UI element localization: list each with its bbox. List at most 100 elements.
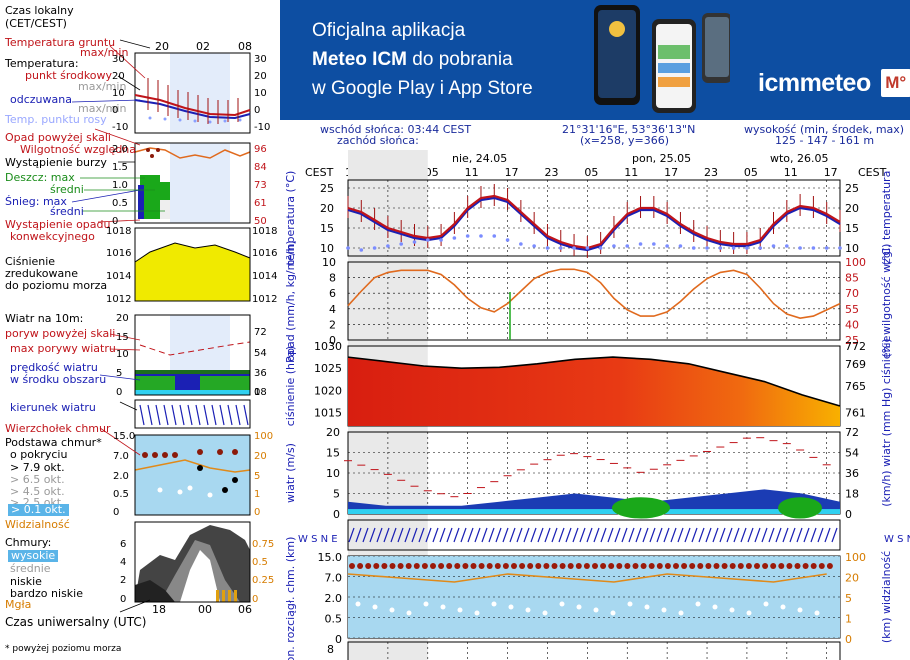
wind-axis-right-1: 54 bbox=[845, 447, 859, 460]
temp-axis-left-1: 20 bbox=[320, 202, 334, 215]
legend-axis-windl-0: 20 bbox=[116, 313, 129, 324]
cloudtop-dot-18 bbox=[494, 563, 501, 569]
legend-axis-presl-2: 1014 bbox=[106, 271, 132, 282]
wind-dir-3 bbox=[369, 527, 376, 543]
legend-kierunek: kierunek wiatru bbox=[10, 401, 96, 414]
cloudtop-dot-28 bbox=[575, 563, 582, 569]
wind-dir-10 bbox=[418, 527, 425, 543]
cloudtop-dot-13 bbox=[454, 563, 461, 569]
legend-temp-rosy: Temp. punktu rosy bbox=[5, 113, 107, 126]
dewpoint-point-14 bbox=[532, 244, 536, 248]
wind-dir-36 bbox=[600, 527, 607, 543]
legend-temp-maxmin: max/min bbox=[78, 80, 127, 93]
wind-dir-33 bbox=[579, 527, 586, 543]
temp-series-1 bbox=[347, 196, 841, 252]
cloudbase-white-14 bbox=[593, 607, 599, 613]
cloudbase-white-19 bbox=[678, 610, 684, 616]
legend-deszcz-sredni: średni bbox=[50, 183, 84, 196]
legend-t08: 08 bbox=[238, 40, 252, 53]
cloudbase-white-21 bbox=[712, 604, 718, 610]
dir-axis-left: W S N E bbox=[298, 534, 338, 545]
legend-axis-cll-3: 0 bbox=[120, 594, 127, 605]
legend-axis-tempr-1: 20 bbox=[254, 71, 267, 82]
cloudtop-dot-17 bbox=[486, 563, 493, 569]
cloudtop-dot-0 bbox=[349, 563, 355, 569]
wind-dir-44 bbox=[656, 527, 663, 543]
legend-axis-cbr-1: 20 bbox=[254, 451, 267, 462]
cloudtop-dot-53 bbox=[778, 563, 785, 569]
legend-axis-humr-3: 61 bbox=[254, 198, 267, 209]
cloudbase-white-11 bbox=[542, 610, 548, 616]
wind-dir-24 bbox=[516, 527, 523, 543]
legend-pressure-fill bbox=[134, 242, 251, 302]
panel-frame-wind bbox=[347, 431, 841, 515]
temp-axis-right-3: 10 bbox=[845, 242, 859, 255]
cloudtop-dot-57 bbox=[810, 563, 817, 569]
legend-mgla: Mgła bbox=[5, 598, 32, 611]
wind-dir-40 bbox=[628, 527, 635, 543]
legend-axis-humr-0: 96 bbox=[254, 144, 267, 155]
legend-o-pokryciu: o pokryciu bbox=[10, 448, 68, 461]
legend-axis-cbr-3: 1 bbox=[254, 489, 261, 500]
cloudtop-dot-10 bbox=[430, 563, 436, 569]
cloudbase-white-20 bbox=[695, 601, 701, 607]
precip-axis-left-0: 10 bbox=[322, 256, 336, 269]
cloudtop-dot-45 bbox=[713, 563, 720, 569]
cloudbase-white-22 bbox=[729, 607, 735, 613]
wind-dir-64 bbox=[796, 527, 803, 543]
legend-wierzcholek: Wierzchołek chmur bbox=[5, 422, 111, 435]
legend-axis-windl-2: 10 bbox=[116, 349, 129, 360]
legend-axis-presr-0: 1018 bbox=[252, 226, 278, 237]
legend-t02: 02 bbox=[196, 40, 210, 53]
dewpoint-point-19 bbox=[598, 246, 603, 250]
humidity-line bbox=[347, 268, 841, 319]
app-banner[interactable]: Oficjalna aplikacja Meteo ICM do pobrani… bbox=[280, 0, 910, 120]
height-values: 125 - 147 - 161 m bbox=[775, 134, 875, 147]
cloudtop-dot-5 bbox=[389, 563, 396, 569]
ylabel-temp-left: temperatura (°C) bbox=[284, 171, 297, 266]
cb-axis-left-4: 0 bbox=[335, 633, 342, 646]
cloudbase-white-10 bbox=[525, 607, 531, 613]
banner-line2-rest: do pobrania bbox=[407, 49, 513, 70]
dewpoint-point-27 bbox=[705, 246, 709, 250]
legend-burzy: Wystąpienie burzy bbox=[5, 156, 107, 169]
ylabel-cb-left: pion. rozciągł. chm. (km) bbox=[284, 537, 297, 660]
dewpoint-point-15 bbox=[545, 246, 550, 250]
legend-t20: 20 bbox=[155, 40, 169, 53]
wind-green-0 bbox=[612, 497, 670, 519]
legend-deszcz-max: Deszcz: max bbox=[5, 171, 75, 184]
cloudtop-dot-20 bbox=[511, 563, 517, 569]
hour-label-10: 05 bbox=[744, 166, 758, 179]
cloudtop-dot-8 bbox=[413, 563, 420, 569]
wind-dir-28 bbox=[544, 527, 551, 543]
grid-text: (x=258, y=366) bbox=[580, 134, 670, 147]
legend-axis-cbl-3: 0.5 bbox=[113, 489, 129, 500]
legend-axis-cbl-1: 7.0 bbox=[113, 451, 129, 462]
ylabel-pressure-right: (mm Hg) ciśnienie bbox=[880, 335, 893, 436]
wind-axis-left-2: 10 bbox=[326, 467, 340, 480]
dewpoint-point-25 bbox=[678, 244, 683, 248]
legend-punkt-srodkowy: punkt środkowy bbox=[25, 69, 113, 82]
legend-axis-cbl-4: 0 bbox=[113, 507, 120, 518]
legend-axis-huml-1: 1.5 bbox=[112, 162, 128, 173]
cloudtop-dot-1 bbox=[357, 563, 364, 569]
cloudbase-white-3 bbox=[406, 610, 412, 616]
dewpoint-point-36 bbox=[824, 246, 829, 250]
dewpoint-point-17 bbox=[572, 246, 576, 250]
day-label-1: pon, 25.05 bbox=[632, 152, 691, 165]
legend-cisnienie: Ciśnienie bbox=[5, 255, 56, 268]
cloudtop-dot-32 bbox=[608, 563, 615, 569]
dewpoint-point-18 bbox=[585, 246, 590, 250]
ylabel-wind-left: wiatr (m/s) bbox=[284, 443, 297, 503]
cloudtop-dot-58 bbox=[818, 563, 825, 569]
cloudbase-white-15 bbox=[610, 610, 616, 616]
cloudbase-white-13 bbox=[576, 604, 582, 610]
pressure-axis-right-0: 772 bbox=[845, 340, 866, 353]
legend-poryw-powyzej: poryw powyżej skali bbox=[5, 327, 116, 340]
precip-axis-right-4: 40 bbox=[845, 318, 859, 331]
hour-label-6: 05 bbox=[584, 166, 598, 179]
wind-dir-56 bbox=[740, 527, 747, 543]
wind-axis-left-3: 5 bbox=[333, 488, 340, 501]
hour-label-12: 17 bbox=[824, 166, 838, 179]
past-shade bbox=[348, 150, 428, 660]
